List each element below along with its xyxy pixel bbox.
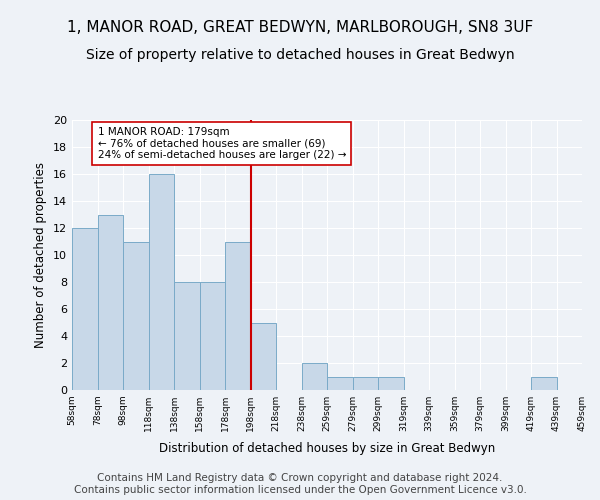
Bar — [199, 282, 225, 390]
Text: 1 MANOR ROAD: 179sqm
← 76% of detached houses are smaller (69)
24% of semi-detac: 1 MANOR ROAD: 179sqm ← 76% of detached h… — [97, 126, 346, 160]
Bar — [251, 322, 276, 390]
X-axis label: Distribution of detached houses by size in Great Bedwyn: Distribution of detached houses by size … — [159, 442, 495, 456]
Bar — [225, 242, 251, 390]
Bar — [378, 376, 404, 390]
Bar — [72, 228, 97, 390]
Bar — [327, 376, 353, 390]
Bar — [353, 376, 378, 390]
Bar — [97, 214, 123, 390]
Y-axis label: Number of detached properties: Number of detached properties — [34, 162, 47, 348]
Bar — [149, 174, 174, 390]
Bar — [531, 376, 557, 390]
Text: Contains HM Land Registry data © Crown copyright and database right 2024.
Contai: Contains HM Land Registry data © Crown c… — [74, 474, 526, 495]
Bar — [123, 242, 149, 390]
Text: 1, MANOR ROAD, GREAT BEDWYN, MARLBOROUGH, SN8 3UF: 1, MANOR ROAD, GREAT BEDWYN, MARLBOROUGH… — [67, 20, 533, 35]
Bar — [302, 363, 327, 390]
Bar — [174, 282, 199, 390]
Text: Size of property relative to detached houses in Great Bedwyn: Size of property relative to detached ho… — [86, 48, 514, 62]
